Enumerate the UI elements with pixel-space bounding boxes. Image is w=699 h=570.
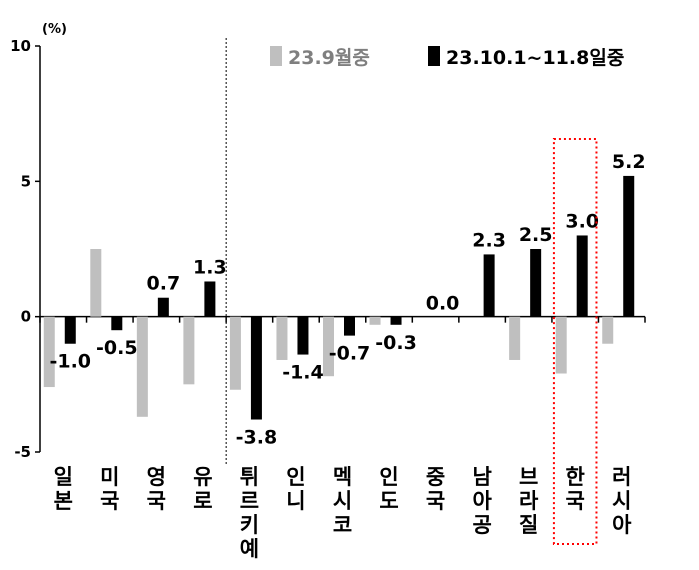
y-tick-label: 10: [10, 37, 31, 55]
bar-oct: [64, 316, 76, 344]
bar-oct: [576, 235, 588, 317]
bar-oct: [111, 316, 123, 331]
bar-sep: [229, 316, 241, 390]
data-label: 1.3: [193, 256, 227, 278]
legend-label-sep: 23.9월중: [288, 47, 370, 69]
bar-oct: [250, 316, 262, 420]
bar-sep: [276, 316, 288, 360]
data-label: 0.7: [147, 273, 181, 295]
y-axis: 10 5 0 -5: [10, 37, 646, 461]
bar-sep: [183, 316, 195, 385]
data-label: 5.2: [612, 151, 646, 173]
data-label: 2.5: [519, 224, 553, 246]
bar-oct: [157, 297, 169, 317]
data-label: 3.0: [565, 210, 599, 232]
data-labels: -1.0-0.5 0.7 1.3 -3.8 -1.4-0.7 -0.3 0.0 2.3 2.5 3…: [49, 151, 645, 449]
bar-oct: [530, 249, 542, 317]
bar-sep: [555, 316, 567, 374]
bars: [43, 175, 635, 420]
data-label: -0.3: [375, 332, 417, 354]
legend-label-oct: 23.10.1~11.8일중: [446, 47, 624, 69]
data-label: -1.4: [282, 362, 324, 384]
legend: 23.9월중 23.10.1~11.8일중: [270, 46, 624, 69]
bar-sep: [43, 316, 55, 388]
bar-oct: [483, 254, 495, 317]
bar-oct: [623, 175, 635, 317]
bar-oct: [297, 316, 309, 355]
bar-oct: [390, 316, 402, 325]
y-unit-label: (%): [42, 22, 67, 37]
legend-swatch-sep: [270, 46, 282, 66]
data-label: -1.0: [49, 351, 91, 373]
bar-sep: [323, 316, 334, 377]
data-label: -3.8: [236, 427, 278, 449]
bar-oct: [204, 281, 216, 317]
bar-sep: [90, 249, 102, 317]
data-label: 0.0: [426, 293, 460, 315]
annotations: [225, 38, 598, 545]
data-label: -0.7: [329, 343, 371, 365]
bar-sep: [369, 316, 381, 325]
y-tick-label: 0: [21, 308, 31, 326]
data-label: 2.3: [472, 229, 506, 251]
y-tick-label: -5: [14, 443, 31, 461]
legend-swatch-oct: [428, 46, 440, 66]
data-label: -0.5: [96, 337, 138, 359]
y-tick-label: 5: [21, 172, 31, 190]
category-labels: 일 본 미 국 영 국 유 로 튀 르 키 예 인 니 멕 시 코 인 도 중 국 남 아 공 브 라 질 한 국 러 시 아: [54, 465, 632, 561]
bar-oct: [344, 316, 355, 336]
bar-sep: [136, 316, 148, 417]
highlight-box: [552, 138, 598, 545]
bar-sep: [509, 316, 521, 360]
bar-sep: [602, 316, 614, 344]
